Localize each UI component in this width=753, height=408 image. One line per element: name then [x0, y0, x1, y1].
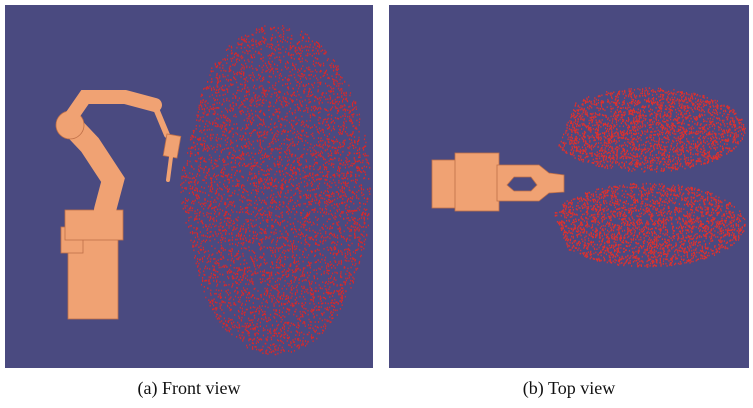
robot-body: [455, 153, 499, 211]
caption: (a) Front view: [39, 378, 339, 399]
caption: (b) Top view: [419, 378, 719, 399]
page: {"figure": {"panels": [{"caption": "(a) …: [0, 0, 753, 408]
top-view-image: [389, 5, 749, 368]
front-view-image: [5, 5, 373, 368]
figure: (a) Front view (b) Top view (() => { con…: [0, 0, 753, 408]
